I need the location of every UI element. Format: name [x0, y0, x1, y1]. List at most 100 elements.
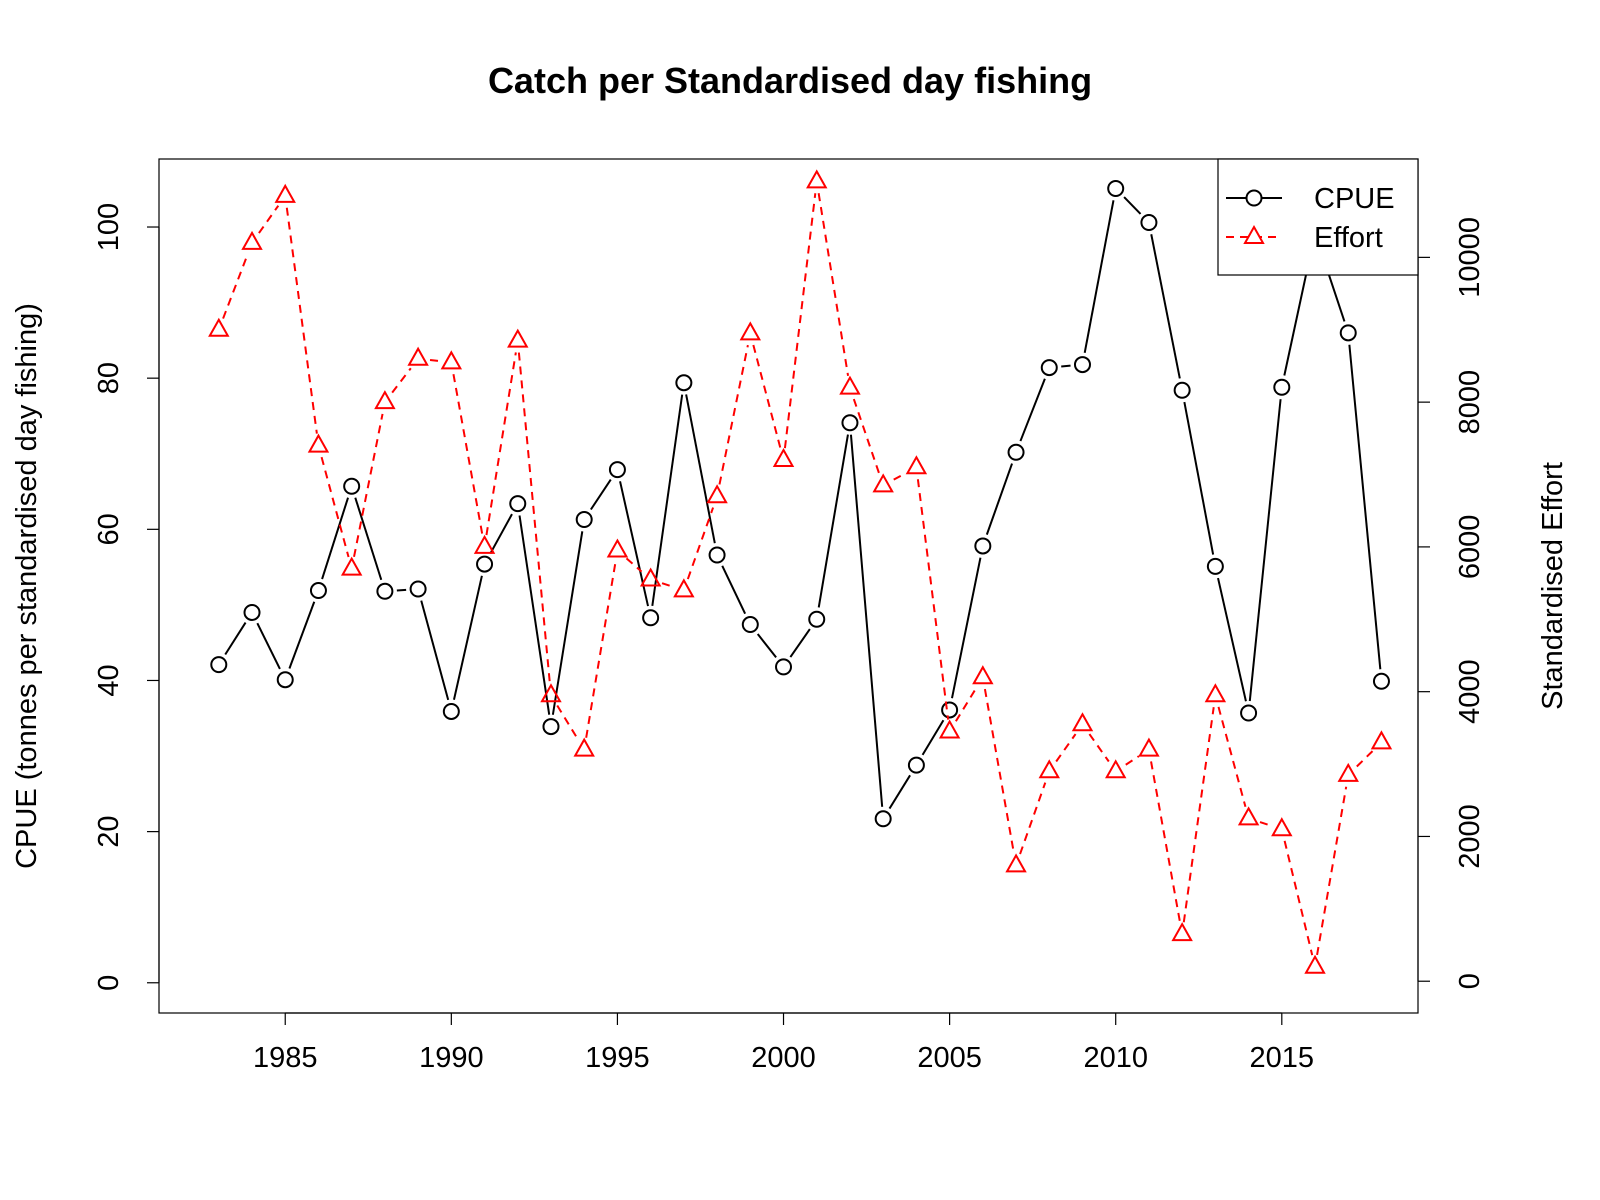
x-tick-label: 1995	[585, 1042, 650, 1074]
series-effort-point	[972, 665, 994, 685]
series-cpue-point	[775, 658, 793, 676]
series-cpue-segment	[1019, 378, 1046, 442]
series-cpue-segment	[1217, 577, 1247, 702]
series-effort-segment	[391, 367, 412, 394]
series-effort-segment	[1150, 761, 1182, 923]
series-cpue-segment	[1183, 401, 1215, 555]
series-cpue-segment	[1150, 234, 1181, 379]
series-cpue-segment	[1248, 399, 1282, 702]
series-effort-point	[374, 390, 396, 410]
series-cpue-segment	[721, 565, 747, 615]
series-effort-point	[241, 230, 263, 250]
legend-label-cpue: CPUE	[1314, 183, 1395, 215]
series-cpue-segment	[619, 481, 649, 607]
series-cpue-segment	[1123, 196, 1142, 215]
series-effort-segment	[852, 398, 881, 475]
series-effort-segment	[285, 207, 318, 434]
y2-tick-label: 10000	[1454, 217, 1486, 298]
series-cpue-point	[874, 810, 892, 828]
y2-axis-title: Standardised Effort	[1537, 462, 1569, 710]
series-cpue-point	[309, 582, 327, 600]
series-cpue-point	[210, 656, 228, 674]
series-effort-point	[1337, 762, 1359, 782]
y-axis-title: CPUE (tonnes per standardised day fishin…	[11, 303, 43, 869]
series-effort-point	[208, 317, 230, 337]
series-effort-segment	[955, 686, 978, 722]
legend-marker-effort	[1243, 224, 1265, 244]
series-effort-point	[639, 567, 662, 587]
y-tick-label: 80	[93, 362, 125, 394]
legend-box	[1217, 158, 1419, 276]
series-effort-point	[1204, 683, 1227, 703]
series-cpue-segment	[1348, 344, 1382, 670]
series-cpue-point	[1273, 378, 1291, 396]
series-effort-point	[440, 350, 463, 370]
series-effort-segment	[625, 557, 643, 573]
series-cpue-point	[1372, 672, 1390, 690]
series-cpue-point	[542, 718, 560, 736]
series-effort-segment	[1283, 840, 1314, 956]
series-effort-segment	[783, 193, 817, 449]
series-cpue-segment	[420, 600, 450, 701]
series-effort-point	[1171, 922, 1193, 942]
series-effort-segment	[1088, 733, 1110, 763]
series-effort-segment	[452, 373, 484, 536]
series-cpue-point	[442, 702, 460, 720]
series-cpue	[210, 179, 1390, 828]
series-cpue-segment	[789, 628, 811, 658]
chart-title: Catch per Standardised day fishing	[488, 60, 1092, 101]
y-axis-left: 0 20 40 60 80 100	[93, 203, 160, 991]
series-cpue-point	[974, 537, 992, 555]
series-layer	[208, 169, 1393, 974]
series-effort-point	[1304, 954, 1326, 974]
series-effort-segment	[222, 253, 249, 319]
series-cpue-segment	[1061, 364, 1071, 368]
series-effort-point	[1104, 759, 1127, 779]
series-effort-segment	[1055, 733, 1077, 763]
series-cpue-point	[708, 546, 726, 564]
series-effort-point	[473, 534, 496, 554]
series-cpue-point	[476, 555, 494, 573]
series-cpue-point	[608, 461, 626, 479]
series-cpue-segment	[888, 774, 911, 810]
series-effort-point	[274, 183, 296, 203]
legend-marker-cpue	[1245, 189, 1263, 207]
series-cpue-point	[1007, 443, 1025, 461]
series-cpue-segment	[685, 394, 716, 544]
series-cpue-segment	[224, 622, 247, 656]
series-cpue-segment	[1083, 200, 1115, 353]
series-cpue-point	[409, 580, 427, 598]
series-effort-point	[540, 683, 562, 703]
series-cpue-segment	[951, 557, 982, 699]
series-cpue-point	[941, 701, 959, 719]
series-cpue-point	[1040, 359, 1058, 377]
series-cpue-point	[1206, 557, 1224, 575]
series-effort-segment	[893, 472, 907, 481]
series-effort-segment	[817, 193, 850, 376]
series-cpue-point	[841, 414, 859, 432]
series-effort-segment	[752, 344, 782, 449]
series-effort-segment	[1356, 750, 1374, 768]
series-effort-point	[739, 321, 762, 341]
series-cpue-point	[642, 609, 660, 627]
series-cpue-point	[741, 616, 759, 634]
series-effort-segment	[517, 352, 551, 684]
series-cpue-point	[907, 756, 925, 774]
series-effort-point	[1005, 853, 1027, 873]
series-cpue-point	[1073, 356, 1091, 374]
series-effort-point	[772, 448, 795, 468]
series-cpue-point	[1339, 324, 1357, 342]
series-effort-segment	[1217, 706, 1247, 808]
series-effort-point	[872, 473, 894, 493]
y-tick-label: 100	[93, 203, 125, 251]
series-effort-segment	[1019, 782, 1047, 855]
series-cpue-point	[243, 603, 261, 621]
series-effort-segment	[1259, 821, 1271, 827]
series-effort-segment	[983, 688, 1015, 854]
series-cpue-segment	[288, 601, 316, 669]
series-effort-point	[1071, 712, 1094, 732]
series-cpue-point	[575, 510, 593, 528]
y2-tick-label: 8000	[1454, 370, 1486, 435]
series-effort-segment	[916, 479, 950, 720]
